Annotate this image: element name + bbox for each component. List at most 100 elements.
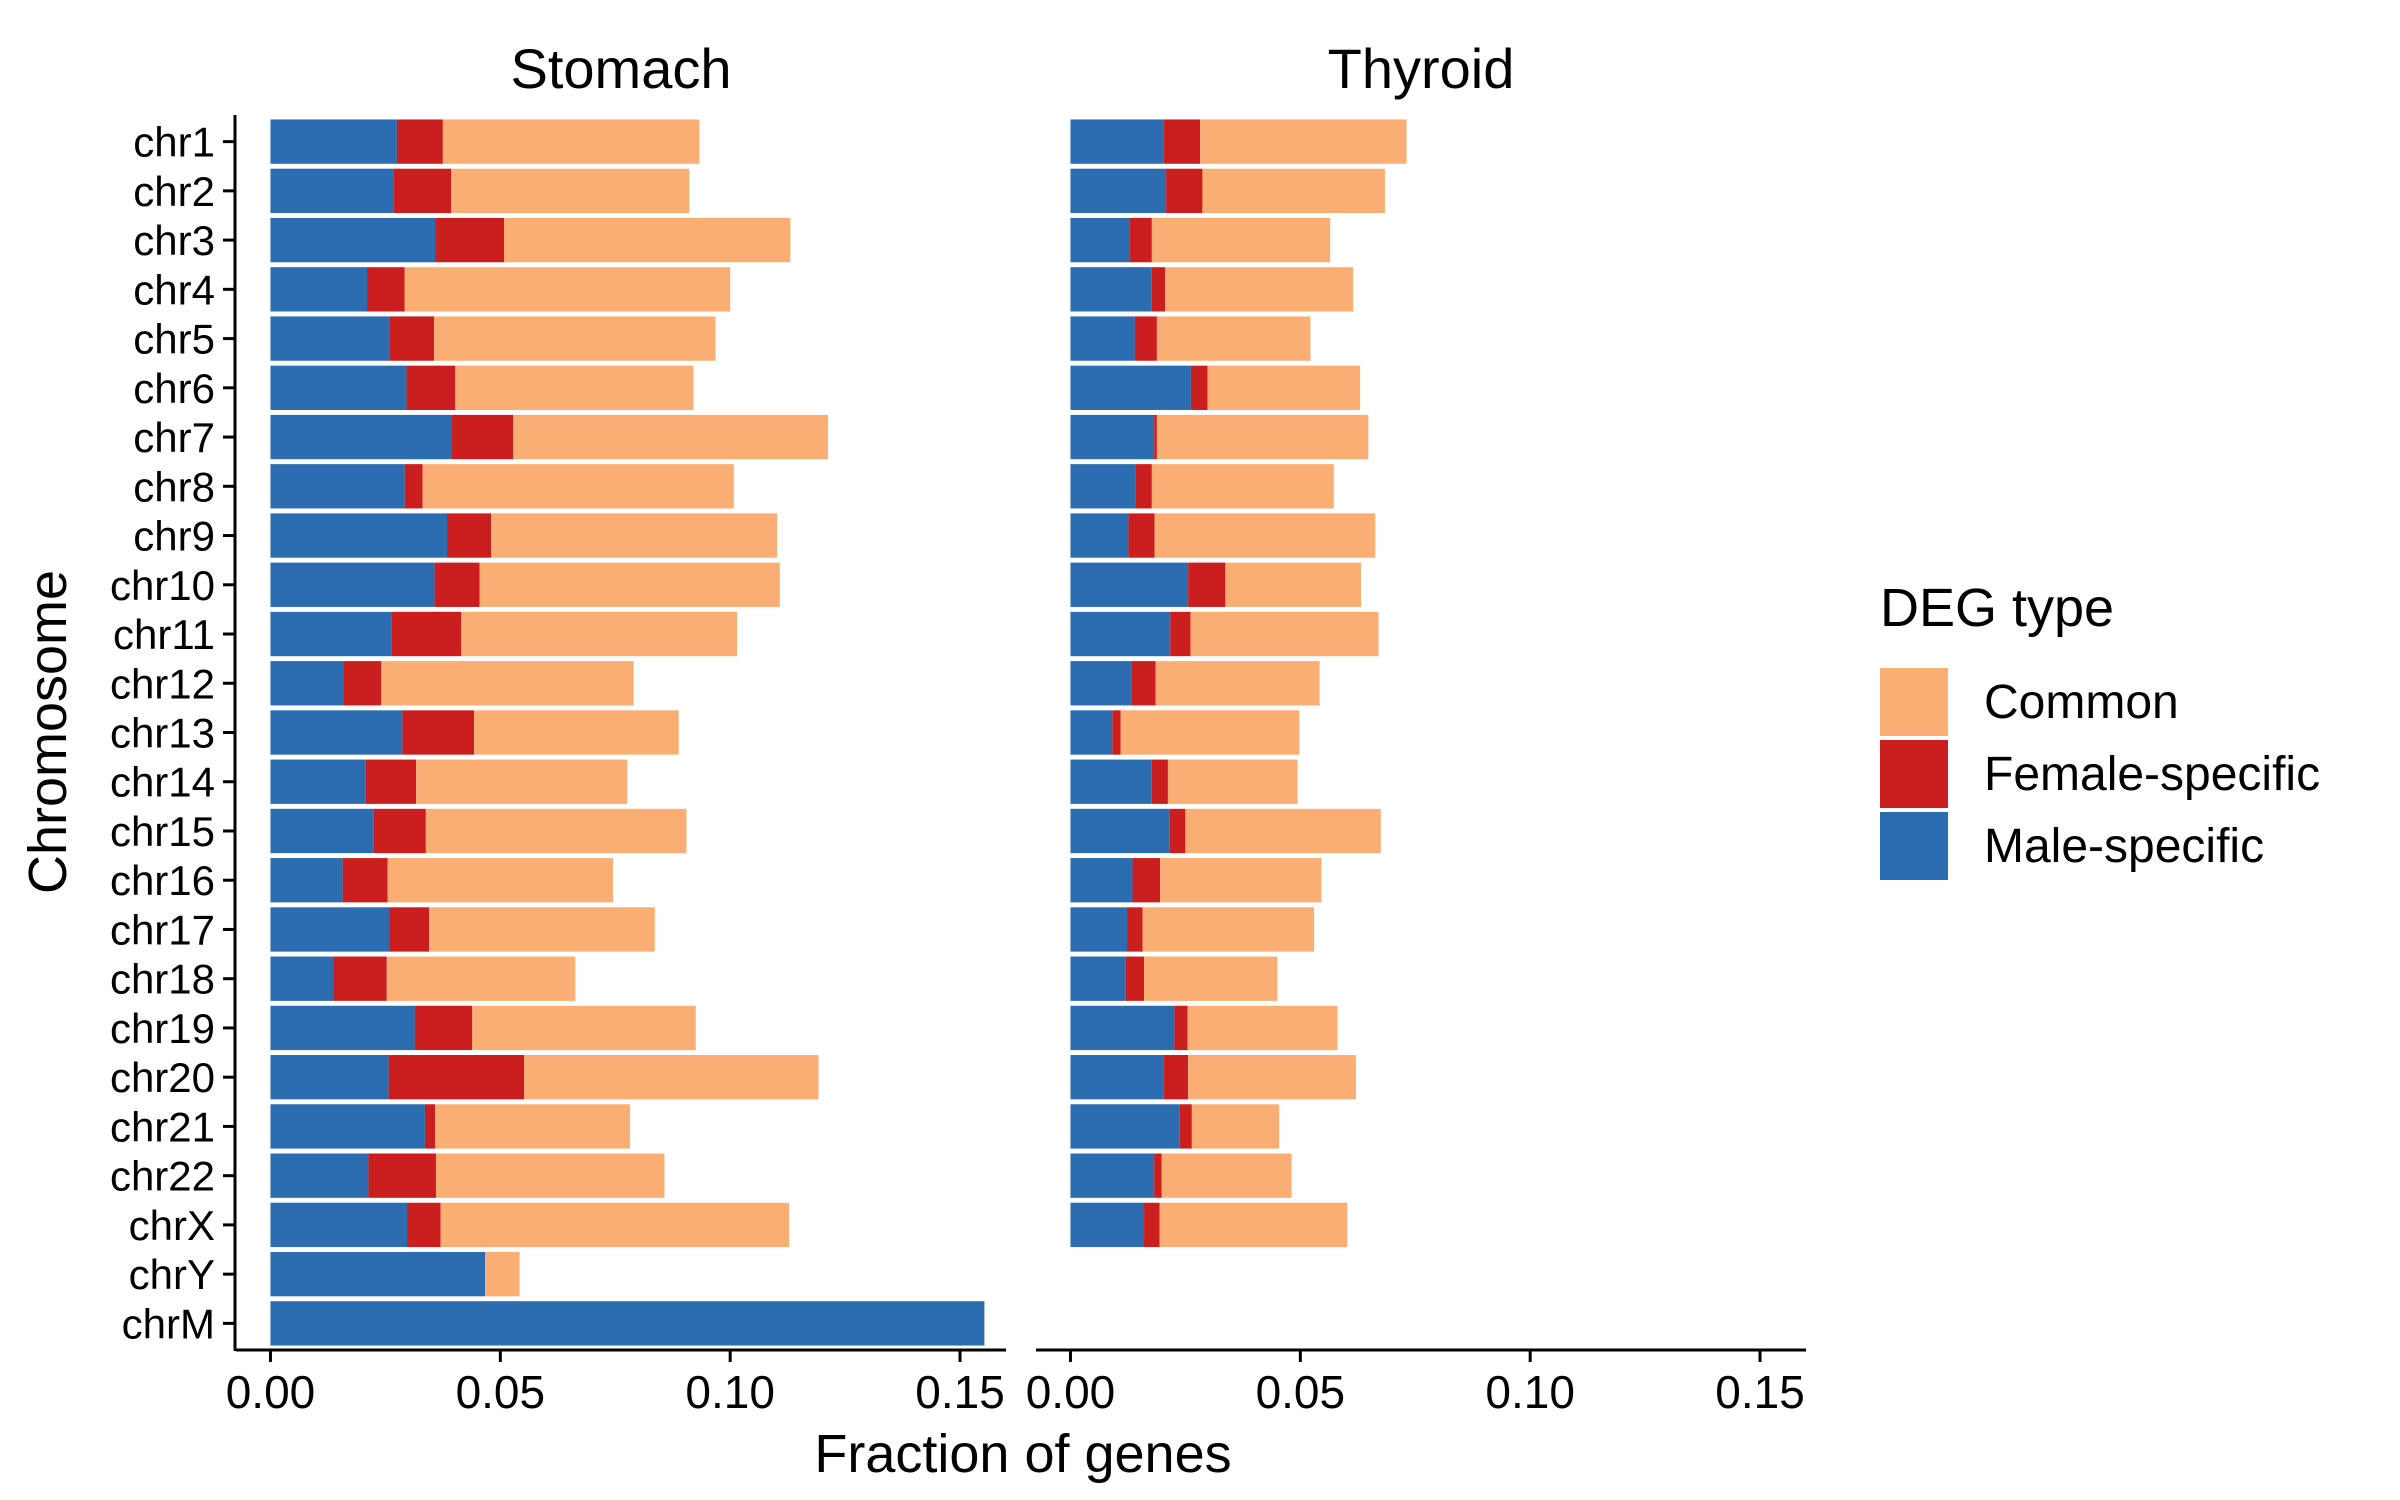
legend-label-male-specific: Male-specific xyxy=(1984,820,2264,873)
bar-stomach-chr22-male-specific xyxy=(270,1153,369,1198)
y-tick-label-chr14: chr14 xyxy=(110,759,215,806)
bar-thyroid-chr18-female-specific xyxy=(1125,956,1145,1001)
bar-thyroid-chr10-common xyxy=(1225,562,1362,607)
bar-thyroid-chr21-common xyxy=(1191,1104,1280,1149)
bar-stomach-chr11-male-specific xyxy=(270,611,392,657)
bar-stomach-chr9-female-specific xyxy=(447,513,492,558)
bar-thyroid-chr1-common xyxy=(1200,119,1407,164)
bar-thyroid-chr1-male-specific xyxy=(1070,119,1164,164)
bar-stomach-chr5-female-specific xyxy=(390,316,435,361)
bar-thyroid-chr17-common xyxy=(1142,907,1315,952)
y-tick-label-chr18: chr18 xyxy=(110,956,215,1003)
bar-thyroid-chr2-common xyxy=(1202,168,1385,214)
bar-stomach-chr4-common xyxy=(404,267,731,312)
bar-thyroid-chr9-female-specific xyxy=(1128,513,1155,558)
x-tick-label-stomach-1: 0.05 xyxy=(456,1366,546,1418)
x-axis-title: Fraction of genes xyxy=(814,1424,1231,1484)
y-tick-label-chr22: chr22 xyxy=(110,1153,215,1200)
bar-stomach-chr22-common xyxy=(435,1153,665,1198)
bar-thyroid-chrX-female-specific xyxy=(1144,1202,1160,1248)
bar-stomach-chr14-male-specific xyxy=(270,759,366,804)
y-tick-label-chrM: chrM xyxy=(122,1300,215,1347)
bar-stomach-chr21-female-specific xyxy=(424,1104,436,1149)
bar-stomach-chr6-common xyxy=(455,365,694,410)
y-tick-label-chr4: chr4 xyxy=(133,266,215,313)
bar-thyroid-chr3-male-specific xyxy=(1070,217,1130,263)
bar-thyroid-chr2-female-specific xyxy=(1166,168,1203,214)
bar-stomach-chr8-female-specific xyxy=(404,464,423,509)
bar-thyroid-chr9-male-specific xyxy=(1070,513,1129,558)
bar-stomach-chr14-female-specific xyxy=(365,759,417,804)
bar-thyroid-chr16-female-specific xyxy=(1132,858,1161,903)
bar-thyroid-chr17-male-specific xyxy=(1070,907,1128,952)
y-tick-label-chr17: chr17 xyxy=(110,906,215,953)
bar-thyroid-chr21-male-specific xyxy=(1070,1104,1180,1149)
bar-stomach-chr10-male-specific xyxy=(270,562,435,607)
bar-stomach-chr9-male-specific xyxy=(270,513,448,558)
bar-thyroid-chr10-male-specific xyxy=(1070,562,1189,607)
y-tick-label-chr13: chr13 xyxy=(110,710,215,757)
legend-title: DEG type xyxy=(1880,578,2114,638)
bar-stomach-chr10-female-specific xyxy=(434,562,480,607)
bar-stomach-chr8-common xyxy=(422,464,734,509)
bar-thyroid-chr14-female-specific xyxy=(1151,759,1168,804)
bar-thyroid-chr5-common xyxy=(1156,316,1311,361)
y-tick-label-chr20: chr20 xyxy=(110,1054,215,1101)
bar-stomach-chr4-female-specific xyxy=(367,267,405,312)
bar-thyroid-chr15-male-specific xyxy=(1070,808,1170,854)
bar-stomach-chr7-female-specific xyxy=(451,414,514,460)
bar-stomach-chr13-female-specific xyxy=(402,710,475,755)
bar-stomach-chr2-male-specific xyxy=(270,168,394,214)
bar-thyroid-chr3-common xyxy=(1151,217,1331,263)
bar-thyroid-chr20-male-specific xyxy=(1070,1055,1164,1100)
bar-stomach-chr21-common xyxy=(435,1104,630,1149)
bar-thyroid-chr20-female-specific xyxy=(1163,1055,1189,1100)
bar-stomach-chr17-female-specific xyxy=(389,907,430,952)
bar-thyroid-chr12-male-specific xyxy=(1070,661,1132,706)
bar-thyroid-chr8-male-specific xyxy=(1070,464,1136,509)
bar-stomach-chr3-female-specific xyxy=(435,217,505,263)
legend-swatch-female-specific xyxy=(1880,740,1948,808)
bar-stomach-chrX-common xyxy=(440,1202,790,1248)
bar-stomach-chr13-common xyxy=(474,710,679,755)
bar-thyroid-chr8-common xyxy=(1151,464,1334,509)
bar-thyroid-chr20-common xyxy=(1188,1055,1356,1100)
bar-stomach-chr12-male-specific xyxy=(270,661,344,706)
bar-stomach-chr20-female-specific xyxy=(388,1055,525,1100)
bar-stomach-chr16-female-specific xyxy=(342,858,388,903)
y-tick-label-chr1: chr1 xyxy=(133,119,215,166)
y-tick-label-chr5: chr5 xyxy=(133,316,215,363)
y-tick-label-chrX: chrX xyxy=(129,1202,215,1249)
bar-stomach-chr19-female-specific xyxy=(414,1005,473,1051)
bar-stomach-chr10-common xyxy=(479,562,780,607)
bar-thyroid-chr13-male-specific xyxy=(1070,710,1113,755)
y-tick-label-chr16: chr16 xyxy=(110,857,215,904)
bar-stomach-chr1-male-specific xyxy=(270,119,397,164)
bar-thyroid-chr3-female-specific xyxy=(1129,217,1152,263)
bar-stomach-chr12-common xyxy=(381,661,634,706)
bar-thyroid-chr9-common xyxy=(1154,513,1376,558)
x-tick-label-stomach-2: 0.10 xyxy=(685,1366,775,1418)
bar-stomach-chr14-common xyxy=(416,759,628,804)
legend-label-common: Common xyxy=(1984,676,2179,729)
y-tick-label-chr11: chr11 xyxy=(113,611,215,658)
bar-stomach-chr20-common xyxy=(524,1055,819,1100)
bar-thyroid-chr21-female-specific xyxy=(1179,1104,1192,1149)
bar-stomach-chr16-common xyxy=(387,858,613,903)
bar-stomach-chr5-common xyxy=(434,316,716,361)
bar-thyroid-chrX-male-specific xyxy=(1070,1202,1145,1248)
bar-stomach-chr20-male-specific xyxy=(270,1055,389,1100)
bar-stomach-chr2-female-specific xyxy=(393,168,452,214)
y-tick-label-chr7: chr7 xyxy=(133,414,215,461)
bar-thyroid-chr19-common xyxy=(1187,1005,1338,1051)
y-tick-label-chr2: chr2 xyxy=(133,168,215,215)
bar-thyroid-chr16-male-specific xyxy=(1070,858,1133,903)
bar-thyroid-chr5-female-specific xyxy=(1134,316,1157,361)
y-tick-label-chr3: chr3 xyxy=(133,217,215,264)
bar-stomach-chr18-common xyxy=(386,956,576,1001)
bar-thyroid-chr13-female-specific xyxy=(1112,710,1121,755)
bar-thyroid-chr6-male-specific xyxy=(1070,365,1191,410)
bar-stomach-chr19-male-specific xyxy=(270,1005,415,1051)
